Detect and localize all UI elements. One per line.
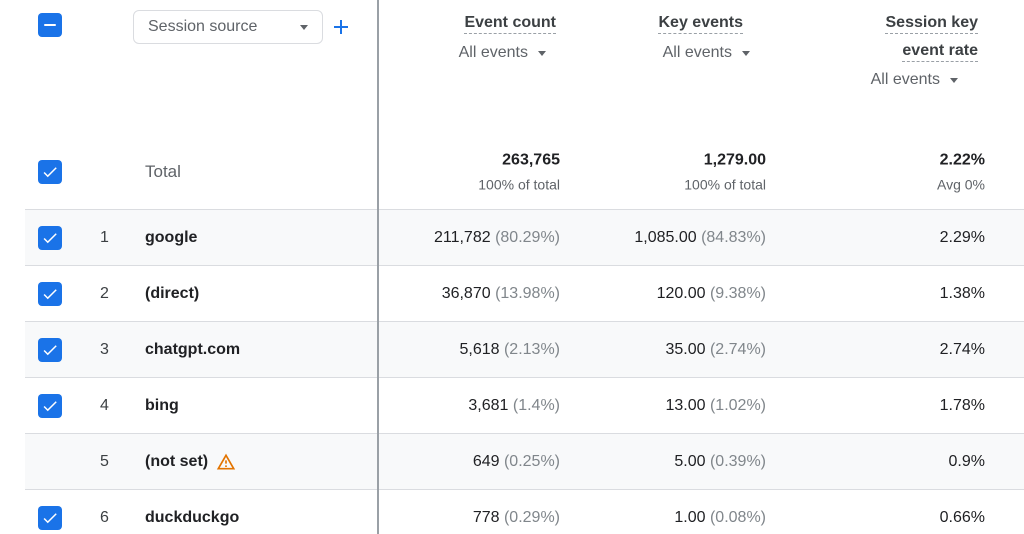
table-row: 1 google 211,782 (80.29%) 1,085.00 (84.8… [25, 209, 1024, 265]
row-source-label: google [145, 228, 198, 246]
event-count-cell: 211,782 (80.29%) [433, 228, 560, 246]
total-event-count: 263,765 100% of total [478, 151, 560, 193]
key-events-filter[interactable]: All events [663, 44, 750, 62]
session-rate-filter[interactable]: All events [871, 71, 958, 89]
session-rate-cell: 1.38% [939, 284, 985, 302]
table-row: 3 chatgpt.com 5,618 (2.13%) 35.00 (2.74%… [25, 321, 1024, 377]
table-row: 5 (not set) 649 (0.25%) 5.00 (0.39%) 0.9… [25, 433, 1024, 489]
row-checkbox[interactable] [38, 281, 62, 306]
row-source-label: (direct) [145, 284, 200, 302]
table-row: 2 (direct) 36,870 (13.98%) 120.00 (9.38%… [25, 265, 1024, 321]
total-label: Total [145, 162, 181, 181]
total-row: Total 263,765 100% of total 1,279.00 100… [25, 135, 1024, 209]
session-rate-filter-label: All events [870, 71, 940, 88]
row-index: 6 [100, 508, 109, 526]
indeterminate-minus-icon [44, 23, 56, 27]
row-index: 1 [100, 228, 109, 246]
checkmark-icon [43, 288, 57, 299]
event-count-cell: 5,618 (2.13%) [459, 340, 560, 358]
table-row: 4 bing 3,681 (1.4%) 13.00 (1.02%) 1.78% [25, 377, 1024, 433]
column-header-session-key-event-rate[interactable]: Session key event rate [885, 14, 979, 59]
chevron-down-icon [300, 24, 308, 30]
key-events-cell: 1,085.00 (84.83%) [634, 228, 766, 246]
dimension-selector-button[interactable]: Session source [133, 10, 323, 44]
event-count-filter-label: All events [458, 44, 528, 61]
row-index: 4 [100, 396, 109, 414]
checkmark-icon [43, 232, 57, 243]
key-events-filter-label: All events [662, 44, 732, 61]
session-rate-cell: 2.29% [939, 228, 985, 246]
row-checkbox[interactable] [38, 393, 62, 418]
event-count-cell: 3,681 (1.4%) [468, 396, 560, 414]
row-source-label: (not set) [145, 452, 236, 472]
column-header-event-count[interactable]: Event count [464, 14, 556, 31]
total-key-events: 1,279.00 100% of total [684, 151, 766, 193]
event-count-cell: 778 (0.29%) [472, 508, 560, 526]
key-events-cell: 120.00 (9.38%) [656, 284, 766, 302]
column-header-key-events[interactable]: Key events [658, 14, 744, 31]
total-session-rate: 2.22% Avg 0% [937, 151, 985, 193]
column-divider [377, 0, 379, 534]
row-checkbox[interactable] [38, 505, 62, 530]
chevron-down-icon [538, 50, 546, 56]
session-rate-cell: 0.9% [948, 452, 985, 470]
key-events-cell: 35.00 (2.74%) [665, 340, 766, 358]
row-checkbox[interactable] [38, 337, 62, 362]
checkmark-icon [43, 344, 57, 355]
key-events-cell: 13.00 (1.02%) [665, 396, 766, 414]
total-row-checkbox[interactable] [38, 160, 62, 184]
event-count-filter[interactable]: All events [459, 44, 546, 62]
checkmark-icon [43, 512, 57, 523]
dimension-selector-label: Session source [148, 18, 258, 35]
warning-triangle-icon [216, 453, 236, 469]
row-source-label: bing [145, 396, 179, 414]
chevron-down-icon [950, 77, 958, 83]
session-rate-cell: 2.74% [939, 340, 985, 358]
chevron-down-icon [742, 50, 750, 56]
event-count-cell: 649 (0.25%) [472, 452, 560, 470]
session-rate-cell: 0.66% [939, 508, 985, 526]
row-checkbox[interactable] [38, 225, 62, 250]
add-dimension-button[interactable] [329, 15, 353, 39]
key-events-cell: 5.00 (0.39%) [674, 452, 766, 470]
table-row: 6 duckduckgo 778 (0.29%) 1.00 (0.08%) 0.… [25, 489, 1024, 534]
checkmark-icon [43, 167, 57, 178]
select-all-checkbox[interactable] [38, 13, 62, 37]
row-source-label: chatgpt.com [145, 340, 241, 358]
row-index: 2 [100, 284, 109, 302]
plus-icon [334, 20, 348, 34]
key-events-cell: 1.00 (0.08%) [674, 508, 766, 526]
session-rate-cell: 1.78% [939, 396, 985, 414]
row-index: 5 [100, 452, 109, 470]
row-source-label: duckduckgo [145, 508, 240, 526]
checkmark-icon [43, 400, 57, 411]
event-count-cell: 36,870 (13.98%) [441, 284, 560, 302]
row-index: 3 [100, 340, 109, 358]
